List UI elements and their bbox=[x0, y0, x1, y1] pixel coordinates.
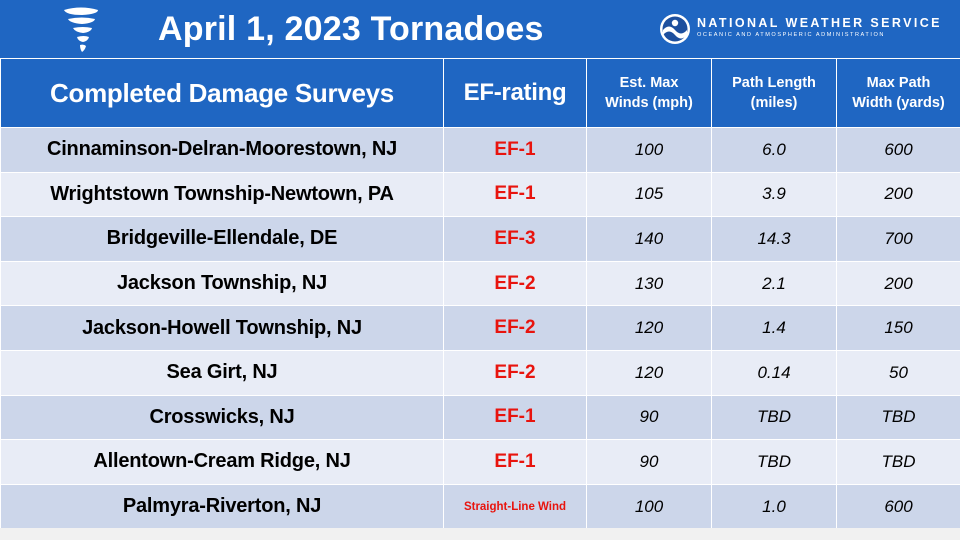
max-winds-cell: 140 bbox=[586, 216, 712, 262]
path-width-cell: 600 bbox=[836, 127, 960, 173]
table-header-row: Completed Damage Surveys EF-rating Est. … bbox=[0, 58, 960, 128]
path-width-cell: TBD bbox=[836, 394, 960, 441]
path-length-cell: 0.14 bbox=[711, 349, 837, 396]
path-width-cell: 600 bbox=[836, 483, 960, 530]
ef-rating-cell: EF-1 bbox=[443, 394, 587, 441]
footer-band bbox=[0, 528, 960, 540]
max-winds-cell: 120 bbox=[586, 305, 712, 351]
ef-rating-cell: EF-1 bbox=[443, 439, 587, 485]
location-cell: Palmyra-Riverton, NJ bbox=[0, 483, 444, 530]
damage-survey-table: Completed Damage Surveys EF-rating Est. … bbox=[0, 58, 960, 530]
table-row: Jackson Township, NJ EF-2 130 2.1 200 bbox=[0, 260, 960, 307]
column-header-path-length: Path Length (miles) bbox=[711, 58, 837, 128]
max-winds-cell: 100 bbox=[586, 127, 712, 173]
table-row: Bridgeville-Ellendale, DE EF-3 140 14.3 … bbox=[0, 216, 960, 262]
noaa-logo-icon bbox=[660, 14, 690, 44]
location-cell: Crosswicks, NJ bbox=[0, 394, 444, 441]
location-cell: Jackson-Howell Township, NJ bbox=[0, 305, 444, 351]
title-banner: April 1, 2023 Tornadoes NATIONAL WEATHER… bbox=[0, 0, 960, 58]
path-length-cell: TBD bbox=[711, 394, 837, 441]
path-length-cell: TBD bbox=[711, 439, 837, 485]
header-line: Width (yards) bbox=[852, 95, 945, 111]
max-winds-cell: 105 bbox=[586, 171, 712, 218]
path-length-cell: 3.9 bbox=[711, 171, 837, 218]
table-row: Wrightstown Township-Newtown, PA EF-1 10… bbox=[0, 171, 960, 218]
ef-rating-cell: EF-2 bbox=[443, 305, 587, 351]
ef-rating-cell: EF-2 bbox=[443, 260, 587, 307]
header-line: Est. Max bbox=[619, 75, 679, 91]
path-length-cell: 2.1 bbox=[711, 260, 837, 307]
location-cell: Cinnaminson-Delran-Moorestown, NJ bbox=[0, 127, 444, 173]
table-row: Jackson-Howell Township, NJ EF-2 120 1.4… bbox=[0, 305, 960, 351]
path-width-cell: 200 bbox=[836, 171, 960, 218]
path-width-cell: 700 bbox=[836, 216, 960, 262]
table-row: Palmyra-Riverton, NJ Straight-Line Wind … bbox=[0, 483, 960, 530]
max-winds-cell: 90 bbox=[586, 439, 712, 485]
tornado-icon bbox=[64, 7, 98, 52]
org-name: NATIONAL WEATHER SERVICE bbox=[697, 16, 942, 30]
path-width-cell: 50 bbox=[836, 349, 960, 396]
path-length-cell: 14.3 bbox=[711, 216, 837, 262]
table-row: Crosswicks, NJ EF-1 90 TBD TBD bbox=[0, 394, 960, 441]
ef-rating-cell: EF-1 bbox=[443, 127, 587, 173]
ef-rating-cell: EF-2 bbox=[443, 349, 587, 396]
table-row: Sea Girt, NJ EF-2 120 0.14 50 bbox=[0, 349, 960, 396]
path-width-cell: 150 bbox=[836, 305, 960, 351]
header-line: Max Path bbox=[866, 75, 931, 91]
max-winds-cell: 120 bbox=[586, 349, 712, 396]
org-subtitle: OCEANIC AND ATMOSPHERIC ADMINISTRATION bbox=[697, 32, 885, 38]
location-cell: Bridgeville-Ellendale, DE bbox=[0, 216, 444, 262]
max-winds-cell: 130 bbox=[586, 260, 712, 307]
location-cell: Wrightstown Township-Newtown, PA bbox=[0, 171, 444, 218]
column-header-path-width: Max Path Width (yards) bbox=[836, 58, 960, 128]
column-header-max-winds: Est. Max Winds (mph) bbox=[586, 58, 712, 128]
ef-rating-cell: EF-3 bbox=[443, 216, 587, 262]
header-line: Winds (mph) bbox=[605, 95, 693, 111]
max-winds-cell: 90 bbox=[586, 394, 712, 441]
path-length-cell: 1.0 bbox=[711, 483, 837, 530]
column-header-ef-rating: EF-rating bbox=[443, 58, 587, 128]
table-row: Cinnaminson-Delran-Moorestown, NJ EF-1 1… bbox=[0, 127, 960, 173]
table-row: Allentown-Cream Ridge, NJ EF-1 90 TBD TB… bbox=[0, 439, 960, 485]
location-cell: Allentown-Cream Ridge, NJ bbox=[0, 439, 444, 485]
path-length-cell: 6.0 bbox=[711, 127, 837, 173]
path-width-cell: TBD bbox=[836, 439, 960, 485]
max-winds-cell: 100 bbox=[586, 483, 712, 530]
header-line: (miles) bbox=[750, 95, 798, 111]
page-title: April 1, 2023 Tornadoes bbox=[158, 10, 544, 48]
path-length-cell: 1.4 bbox=[711, 305, 837, 351]
location-cell: Jackson Township, NJ bbox=[0, 260, 444, 307]
ef-rating-cell: EF-1 bbox=[443, 171, 587, 218]
path-width-cell: 200 bbox=[836, 260, 960, 307]
column-header-location: Completed Damage Surveys bbox=[0, 58, 444, 128]
header-line: Path Length bbox=[732, 75, 816, 91]
location-cell: Sea Girt, NJ bbox=[0, 349, 444, 396]
ef-rating-cell: Straight-Line Wind bbox=[443, 483, 587, 530]
